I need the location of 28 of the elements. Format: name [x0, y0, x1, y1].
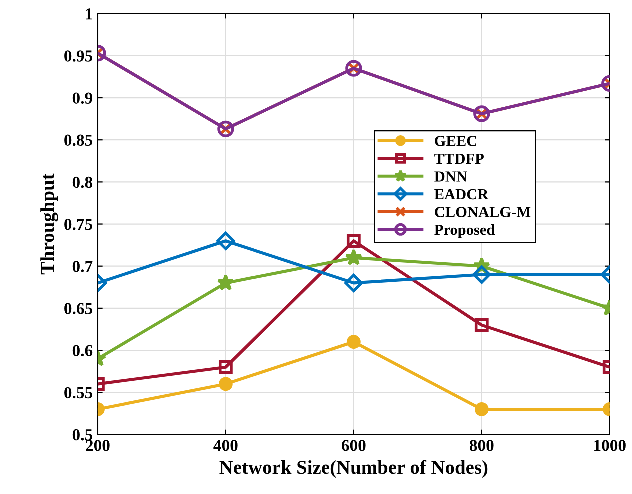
y-tick-label: 0.65 [64, 303, 92, 314]
y-tick-label: 0.8 [72, 176, 93, 188]
x-tick-label: 200 [86, 440, 110, 452]
y-tick-label: 0.7 [72, 261, 93, 272]
x-tick-label: 1000 [594, 440, 626, 452]
y-tick-label: 0.9 [72, 92, 92, 104]
legend-label: Proposed [434, 224, 496, 238]
point [345, 248, 363, 266]
y-tick-label: 1 [86, 8, 92, 20]
y-axis-title: Throughput [40, 174, 58, 275]
point [346, 234, 361, 248]
y-tick-label: 0.5 [72, 429, 92, 441]
legend-label: DNN [434, 172, 468, 182]
point [344, 274, 364, 292]
legend-label: CLONALG-M [435, 207, 531, 218]
legend-label: GEEC [435, 136, 476, 146]
y-tick-label: 0.95 [64, 50, 92, 62]
x-axis-title: Network Size(Number of Nodes) [220, 460, 488, 478]
y-tick-label: 0.55 [64, 387, 92, 399]
y-tick-label: 0.75 [64, 218, 92, 230]
x-tick-label: 800 [470, 440, 494, 452]
legend-label: EADCR [434, 189, 489, 200]
x-tick-label: 400 [214, 440, 238, 452]
y-tick-label: 0.85 [64, 134, 92, 146]
point [346, 335, 361, 350]
legend-label: TTDFP [434, 154, 484, 164]
y-tick-label: 0.6 [72, 345, 93, 357]
x-tick-label: 600 [342, 440, 366, 452]
